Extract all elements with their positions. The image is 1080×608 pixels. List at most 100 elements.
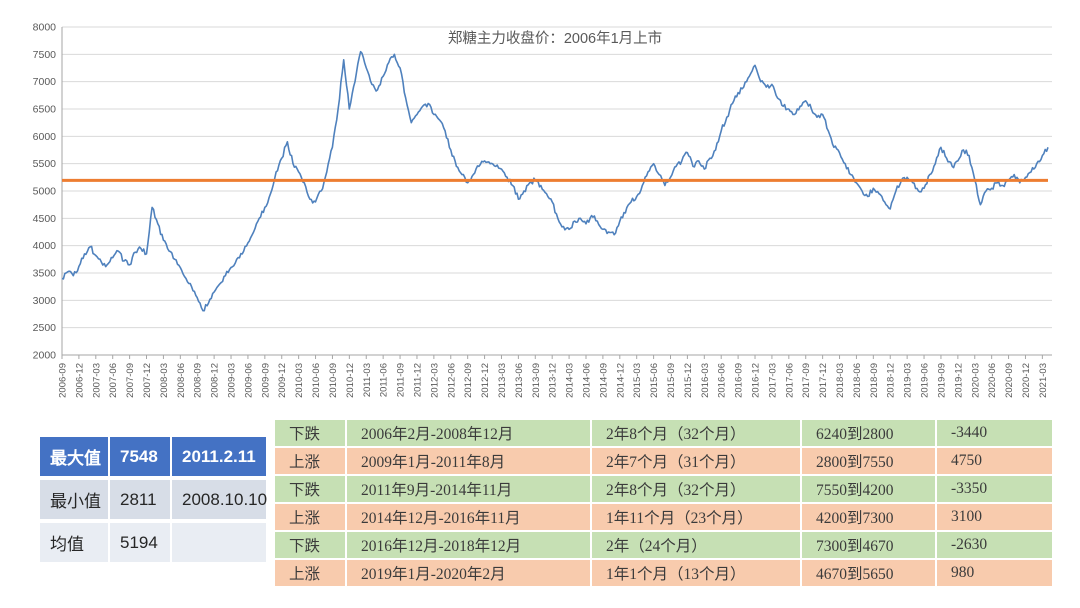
x-axis-tick-label: 2019-09 [936,363,947,398]
x-axis-tick-label: 2009-06 [243,363,254,398]
x-axis-tick-label: 2011-06 [379,363,390,397]
x-axis-tick-label: 2017-06 [784,363,795,398]
y-axis-tick-label: 4500 [33,213,57,225]
trend-change: -2630 [935,532,1052,558]
y-axis-tick-label: 8000 [33,22,57,34]
x-axis-tick-label: 2009-03 [227,363,238,398]
trend-period: 2014年12月-2016年11月 [345,504,590,530]
trend-duration: 2年7个月（31个月） [590,448,800,474]
x-axis-tick-label: 2018-03 [835,363,846,398]
x-axis-tick-label: 2016-06 [717,363,728,398]
x-axis-tick-label: 2017-09 [801,363,812,398]
x-axis-tick-label: 2020-12 [1021,363,1032,398]
x-axis-tick-label: 2010-09 [328,363,339,398]
x-axis-tick-label: 2013-03 [497,363,508,398]
x-axis-tick-label: 2010-03 [294,363,305,398]
trend-period: 2011年9月-2014年11月 [345,476,590,502]
x-axis-tick-label: 2018-12 [886,363,897,398]
x-axis-tick-label: 2016-12 [751,363,762,398]
trend-direction: 上涨 [275,504,345,530]
price-chart: 2000 2500 3000 3500 4000 4500 5000 5500 6000 6500… [33,22,1052,398]
x-axis-tick-label: 2018-09 [869,363,880,398]
x-axis-tick-label: 2006-09 [58,363,69,398]
x-axis-tick-label: 2012-09 [463,363,474,398]
x-axis-tick-label: 2012-06 [446,363,457,398]
trend-change: -3440 [935,420,1052,446]
x-axis-tick-label: 2016-09 [734,363,745,398]
y-axis-tick-label: 4000 [33,240,57,252]
x-axis-tick-label: 2017-12 [818,363,829,398]
trend-range: 6240到2800 [800,420,935,446]
stat-label: 最小值 [40,480,108,519]
y-axis-tick-label: 6000 [33,131,57,143]
x-axis-tick-label: 2006-12 [74,363,85,398]
stat-value: 5194 [108,523,170,562]
trend-row: 上涨 2014年12月-2016年11月 1年11个月（23个月） 4200到7… [275,504,1052,530]
x-axis-tick-label: 2012-12 [480,363,491,398]
trend-direction: 下跌 [275,476,345,502]
x-axis-tick-label: 2011-03 [362,363,373,397]
trend-direction: 下跌 [275,420,345,446]
x-axis-tick-label: 2008-06 [176,363,187,398]
trend-direction: 上涨 [275,560,345,586]
x-axis-tick-label: 2019-06 [920,363,931,398]
trend-change: 980 [935,560,1052,586]
chart-title: 郑糖主力收盘价：2006年1月上市 [448,29,662,47]
trend-table: 下跌 2006年2月-2008年12月 2年8个月（32个月） 6240到280… [275,420,1052,588]
trend-range: 4200到7300 [800,504,935,530]
x-axis-tick-label: 2007-09 [125,363,136,398]
x-axis-tick-label: 2018-06 [852,363,863,398]
x-axis-tick-label: 2011-12 [412,363,423,397]
trend-row: 下跌 2011年9月-2014年11月 2年8个月（32个月） 7550到420… [275,476,1052,502]
trend-duration: 2年8个月（32个月） [590,420,800,446]
trend-range: 7300到4670 [800,532,935,558]
x-axis-tick-label: 2010-12 [345,363,356,398]
x-axis-tick-label: 2017-03 [767,363,778,398]
x-axis-tick-label: 2007-06 [108,363,119,398]
x-axis-tick-label: 2010-06 [311,363,322,398]
trend-row: 下跌 2016年12月-2018年12月 2年（24个月） 7300到4670 … [275,532,1052,558]
x-axis-tick-label: 2020-09 [1004,363,1015,398]
stats-row-max: 最大值 7548 2011.2.11 [40,437,266,476]
trend-change: -3350 [935,476,1052,502]
stat-date: 2011.2.11 [170,437,266,476]
stat-value: 2811 [108,480,170,519]
x-axis-tick-label: 2015-12 [683,363,694,398]
x-axis-tick-label: 2013-12 [548,363,559,398]
trend-period: 2016年12月-2018年12月 [345,532,590,558]
x-axis-tick-label: 2020-06 [987,363,998,398]
y-axis-tick-label: 2500 [33,322,57,334]
stat-date: 2008.10.10 [170,480,267,519]
x-axis-tick-label: 2020-03 [970,363,981,398]
trend-duration: 2年（24个月） [590,532,800,558]
x-axis-tick-label: 2014-12 [615,363,626,398]
x-axis-tick-label: 2015-09 [666,363,677,398]
y-axis-tick-label: 6500 [33,104,57,116]
x-axis-tick-label: 2007-03 [91,363,102,398]
x-axis-tick-label: 2008-12 [210,363,221,398]
x-axis-tick-label: 2014-03 [565,363,576,398]
trend-row: 上涨 2009年1月-2011年8月 2年7个月（31个月） 2800到7550… [275,448,1052,474]
trend-direction: 上涨 [275,448,345,474]
y-axis-tick-label: 3000 [33,295,57,307]
trend-period: 2019年1月-2020年2月 [345,560,590,586]
y-axis-tick-label: 7500 [33,49,57,61]
y-axis-tick-label: 5000 [33,186,57,198]
x-axis-tick-label: 2011-09 [396,363,407,397]
trend-row: 下跌 2006年2月-2008年12月 2年8个月（32个月） 6240到280… [275,420,1052,446]
x-axis-tick-label: 2019-12 [953,363,964,398]
y-axis-tick-label: 7000 [33,76,57,88]
x-axis-tick-label: 2021-03 [1038,363,1049,398]
trend-range: 7550到4200 [800,476,935,502]
x-axis-tick-label: 2008-03 [159,363,170,398]
trend-direction: 下跌 [275,532,345,558]
x-axis-tick-label: 2012-03 [429,363,440,398]
y-axis-tick-label: 2000 [33,350,57,362]
price-chart-container: 2000 2500 3000 3500 4000 4500 5000 5500 6000 6500… [33,22,1052,398]
x-axis-tick-label: 2016-03 [700,363,711,398]
trend-range: 4670到5650 [800,560,935,586]
y-axis-tick-label: 3500 [33,268,57,280]
stat-label: 均值 [40,523,108,562]
x-axis-tick-label: 2007-12 [142,363,153,398]
x-axis-tick-label: 2014-09 [598,363,609,398]
